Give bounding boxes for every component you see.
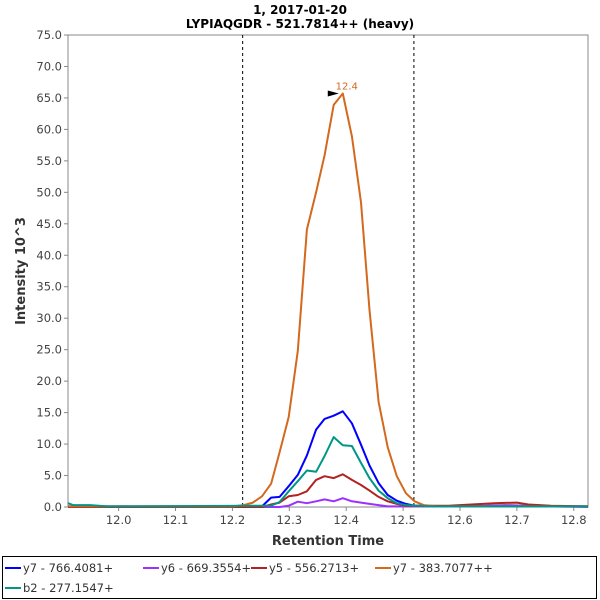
y-tick-label: 50.0	[36, 185, 62, 199]
x-tick-label: 12.7	[504, 513, 530, 527]
x-tick-label: 12.0	[106, 513, 132, 527]
legend: y7 - 766.4081+ y6 - 669.3554+ y5 - 556.271…	[2, 556, 597, 599]
x-tick-label: 12.4	[333, 513, 359, 527]
legend-label: y7 - 766.4081+	[23, 561, 114, 575]
peak-label: 12.4	[336, 82, 358, 93]
legend-item: b2 - 277.1547+	[5, 581, 114, 595]
x-tick-label: 12.2	[220, 513, 246, 527]
series-line-y5	[68, 473, 589, 508]
y-tick-label: 55.0	[36, 154, 62, 168]
y-tick-label: 65.0	[36, 91, 62, 105]
y-axis-label: Intensity 10^3	[14, 217, 29, 325]
chart-subtitle: LYPIAQGDR - 521.7814++ (heavy)	[185, 17, 415, 31]
plot-frame	[67, 34, 589, 508]
legend-swatch	[5, 587, 21, 589]
legend-label: y7 - 383.7077++	[393, 561, 493, 575]
legend-label: y6 - 669.3554+	[161, 561, 252, 575]
y-tick-label: 25.0	[36, 343, 62, 357]
legend-item: y5 - 556.2713+	[251, 561, 359, 575]
legend-swatch	[143, 567, 159, 569]
x-tick-label: 12.8	[561, 513, 587, 527]
legend-label: y5 - 556.2713+	[269, 561, 360, 575]
y-tick-label: 0.0	[44, 500, 62, 514]
legend-swatch	[5, 567, 21, 569]
x-tick-label: 12.6	[447, 513, 473, 527]
y-tick-label: 5.0	[44, 469, 62, 483]
series-line-y7	[68, 410, 588, 508]
y-tick-label: 30.0	[36, 311, 62, 325]
series-line-y7	[68, 92, 588, 508]
peak-marker-icon	[327, 90, 339, 97]
y-tick-label: 35.0	[36, 280, 62, 294]
x-tick-label: 12.3	[277, 513, 303, 527]
legend-item: y7 - 383.7077++	[375, 561, 493, 575]
y-tick-label: 70.0	[36, 59, 62, 73]
x-tick-label: 12.1	[163, 513, 189, 527]
series-line-b2	[67, 436, 588, 508]
y-tick-label: 60.0	[36, 122, 62, 136]
legend-label: b2 - 277.1547+	[23, 581, 114, 595]
legend-swatch	[251, 567, 267, 569]
y-tick-label: 10.0	[36, 437, 62, 451]
legend-item: y6 - 669.3554+	[143, 561, 251, 575]
chart-title: 1, 2017-01-20	[253, 3, 347, 17]
legend-item: y7 - 766.4081+	[5, 561, 113, 575]
legend-swatch	[375, 567, 391, 569]
y-tick-label: 75.0	[36, 28, 62, 42]
plot-area[interactable]: Intensity 10^3 Retention Time 0.0 5.0 10.0…	[0, 0, 600, 555]
y-tick-label: 15.0	[36, 406, 62, 420]
y-tick-label: 45.0	[36, 217, 62, 231]
x-axis-label: Retention Time	[272, 534, 384, 549]
x-tick-label: 12.5	[390, 513, 416, 527]
y-tick-label: 40.0	[36, 248, 62, 262]
y-tick-label: 20.0	[36, 374, 62, 388]
